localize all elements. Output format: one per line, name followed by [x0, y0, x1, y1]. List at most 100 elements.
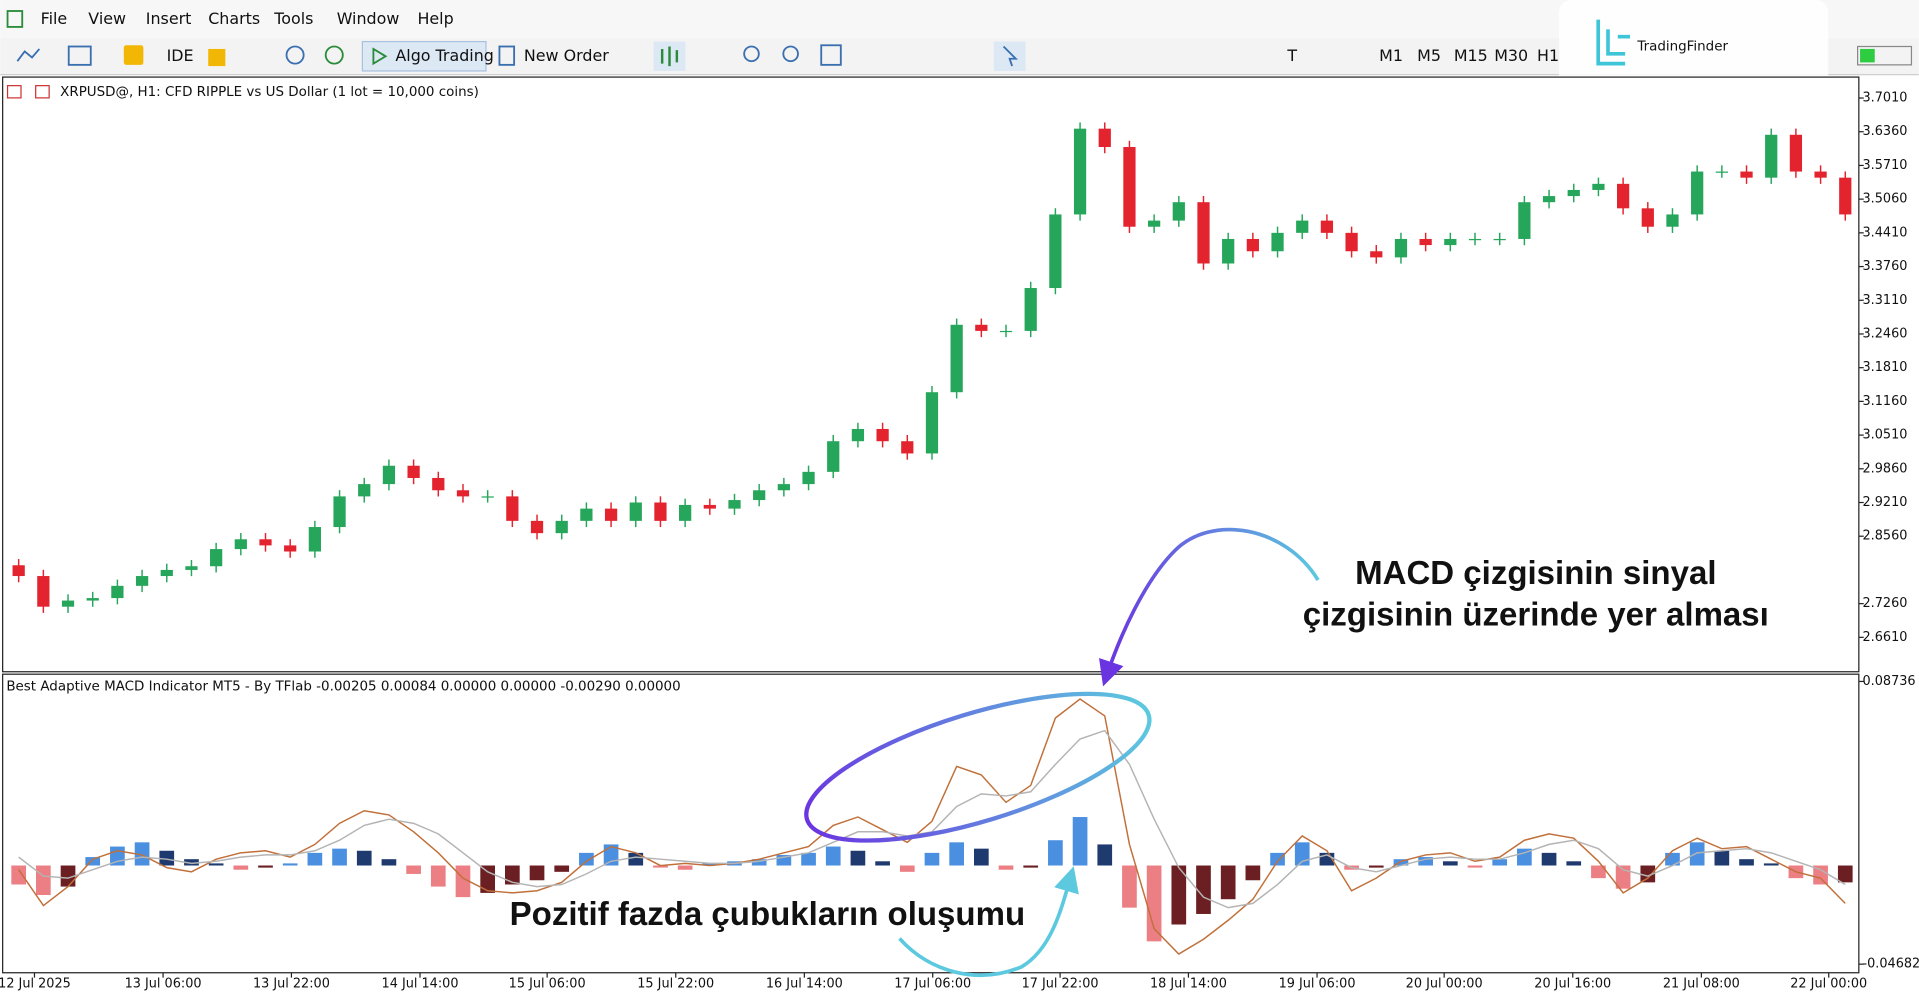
histogram-bar [1442, 861, 1458, 866]
candle-body [1444, 238, 1457, 246]
timeframe[interactable]: M30 [1494, 46, 1528, 65]
algo-trading-button[interactable] [361, 40, 487, 72]
x-tick-label: 19 Jul 06:00 [1279, 976, 1356, 991]
tool-icon[interactable] [208, 48, 226, 67]
histogram-bar [1220, 865, 1236, 900]
timeframe[interactable]: M1 [1379, 46, 1403, 65]
candle-body [851, 428, 865, 442]
candle-body [160, 569, 173, 577]
histogram-bar [1467, 865, 1483, 868]
histogram-bar [1122, 865, 1137, 908]
tool-icon[interactable]: T [1286, 46, 1297, 65]
tool-icon[interactable] [285, 45, 305, 65]
histogram-bar [702, 863, 718, 866]
histogram-bar [751, 859, 767, 866]
tool-icon[interactable] [67, 45, 92, 66]
candle-body [1222, 238, 1235, 264]
histogram-bar [159, 850, 175, 866]
menu-item[interactable]: Help [417, 9, 453, 28]
histogram-bar [233, 865, 249, 870]
histogram-bar [628, 852, 644, 866]
menu-item[interactable]: Insert [146, 9, 192, 28]
signal-meter [1857, 45, 1913, 66]
histogram-bar [1492, 859, 1508, 866]
candle-body [12, 565, 25, 577]
timeframe[interactable]: M5 [1417, 46, 1441, 65]
candle-body [1740, 171, 1753, 178]
candle-body [1468, 238, 1482, 241]
tool-icon[interactable] [782, 45, 799, 63]
logo-mark [1596, 19, 1631, 66]
annotation: MACD çizgisinin sinyal [1355, 554, 1716, 591]
y-tick-label: 2.7260 [1863, 596, 1908, 611]
menu-item[interactable]: View [88, 9, 126, 28]
histogram-bar [332, 848, 347, 866]
y-tick-label: 3.5710 [1863, 158, 1908, 173]
histogram-bar [653, 865, 668, 868]
candle-body [1049, 214, 1062, 289]
candle-body [333, 496, 346, 528]
candle-body [802, 471, 815, 485]
histogram-bar [1763, 863, 1779, 866]
candle-body [753, 490, 766, 501]
menu-item[interactable]: Tools [273, 9, 313, 28]
histogram-bar [1097, 844, 1113, 866]
histogram-bar [1023, 865, 1039, 868]
histogram-bar [1714, 850, 1730, 866]
candle-body [975, 324, 988, 331]
tool-icon[interactable] [324, 45, 344, 65]
x-tick-label: 18 Jul 14:00 [1150, 976, 1227, 991]
histogram-bar [307, 852, 323, 866]
signal-meter-fill [1860, 48, 1875, 63]
plot-layer: 3.7010 3.6360 3.5710 3.5060 3.4410 3.3760 3.31… [0, 91, 1919, 992]
tool-icon[interactable] [993, 41, 1026, 71]
candle-body [407, 465, 420, 478]
tool-button[interactable]: Algo Trading [395, 46, 493, 65]
histogram-bar [1689, 842, 1705, 866]
x-tick-label: 17 Jul 22:00 [1022, 976, 1099, 991]
histogram-bar [998, 865, 1014, 870]
tool-icon[interactable] [16, 48, 41, 62]
x-tick-label: 15 Jul 22:00 [637, 976, 714, 991]
histogram-bar [85, 857, 101, 866]
candle-body [1271, 232, 1284, 252]
histogram-bar [1837, 865, 1853, 883]
candle-body [876, 428, 889, 442]
x-tick-label: 13 Jul 06:00 [125, 976, 202, 991]
candle-body [1691, 171, 1704, 215]
logo-box [1559, 0, 1829, 89]
histogram-bar [875, 861, 890, 866]
menu-item[interactable]: File [41, 9, 68, 28]
timeframe[interactable]: H1 [1537, 46, 1559, 65]
price-panel [2, 76, 1860, 673]
x-tick-label: 22 Jul 00:00 [1790, 976, 1867, 991]
menu-item[interactable]: Charts [208, 9, 260, 28]
tool-icon[interactable] [743, 45, 760, 63]
tool-button[interactable]: New Order [524, 46, 609, 65]
y-tick-label: 0.08736 [1863, 674, 1916, 689]
candle-body [1123, 147, 1136, 227]
candle-body [679, 504, 692, 521]
y-tick-label: 2.6610 [1863, 630, 1908, 645]
histogram-bar [1591, 865, 1606, 879]
x-tick-label: 21 Jul 08:00 [1663, 976, 1740, 991]
histogram-bar [1048, 840, 1063, 866]
candle-body [1197, 202, 1210, 264]
arrow [1099, 527, 1320, 687]
indicator-line [18, 698, 1846, 955]
histogram-bar [1566, 861, 1582, 866]
histogram-bar [677, 865, 693, 870]
histogram-bar [579, 852, 594, 866]
candle-body [308, 527, 321, 552]
tool-button[interactable]: IDE [167, 46, 194, 65]
timeframe[interactable]: M15 [1454, 46, 1488, 65]
menu-item[interactable]: Window [337, 9, 400, 28]
candle-body [629, 502, 642, 521]
y-tick-label: 3.0510 [1863, 428, 1908, 443]
candle-body [86, 598, 99, 601]
tool-icon[interactable] [820, 44, 842, 66]
tool-icon[interactable] [123, 45, 144, 65]
histogram-bar [282, 863, 298, 866]
candle-body [1542, 196, 1556, 203]
candle-body [1567, 189, 1580, 197]
